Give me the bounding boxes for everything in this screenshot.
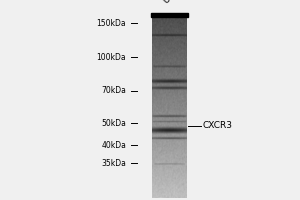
Text: CXCR3: CXCR3 xyxy=(202,121,232,130)
Text: 70kDa: 70kDa xyxy=(101,86,126,95)
Text: 50kDa: 50kDa xyxy=(101,118,126,128)
Text: 100kDa: 100kDa xyxy=(96,52,126,62)
Text: 35kDa: 35kDa xyxy=(101,158,126,168)
Text: U-937: U-937 xyxy=(161,0,187,5)
Text: 150kDa: 150kDa xyxy=(96,19,126,27)
Bar xyxy=(152,13,188,17)
Text: 40kDa: 40kDa xyxy=(101,140,126,149)
